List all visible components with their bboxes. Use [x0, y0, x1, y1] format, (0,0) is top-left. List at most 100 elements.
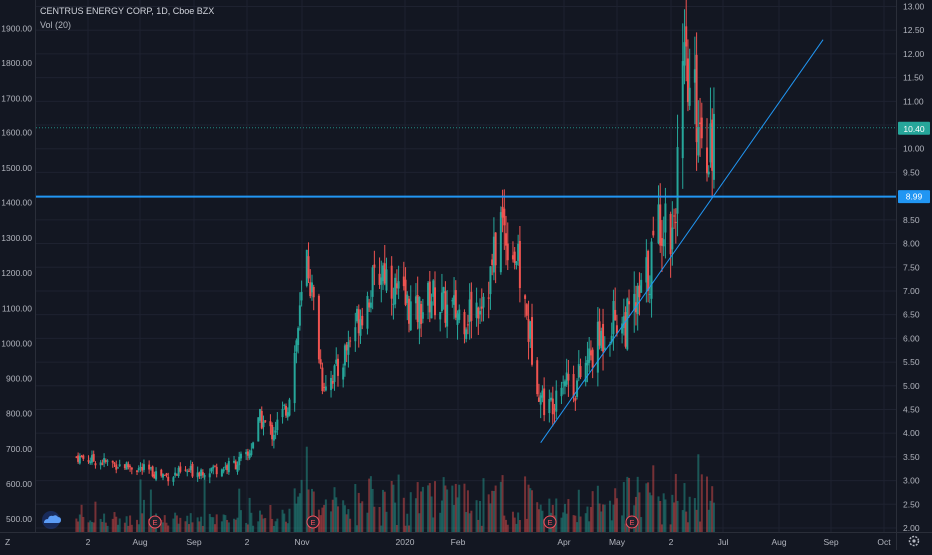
candle-body: [382, 265, 385, 282]
volume-bar: [321, 507, 324, 532]
left-price-axis[interactable]: 1900.00 1800.00 1700.00 1600.00 1500.00 1400.…: [1, 0, 36, 532]
left-axis-label[interactable]: 800.00: [6, 409, 32, 419]
left-axis-label[interactable]: 1300.00: [1, 233, 32, 243]
time-axis-label[interactable]: Sep: [823, 537, 838, 547]
right-axis-label[interactable]: 11.50: [903, 73, 924, 83]
left-axis-label[interactable]: 1800.00: [1, 58, 32, 68]
earnings-marker[interactable]: [625, 515, 639, 529]
volume-bar: [416, 482, 419, 532]
left-axis-label[interactable]: 1100.00: [2, 304, 32, 314]
left-axis-label[interactable]: 1900.00: [1, 24, 32, 34]
volume-bar: [141, 513, 144, 532]
volume-bar: [506, 524, 509, 532]
time-axis-label[interactable]: Aug: [132, 537, 147, 547]
candle-body: [705, 147, 708, 174]
time-axis-label[interactable]: 2: [669, 537, 674, 547]
trend-line[interactable]: [540, 39, 824, 443]
volume-bar: [466, 490, 469, 532]
time-axis-label[interactable]: May: [609, 537, 626, 547]
candle-body: [274, 430, 277, 433]
time-axis-label[interactable]: Feb: [451, 537, 466, 547]
candle-body: [82, 455, 85, 459]
right-axis-label[interactable]: 2.50: [903, 499, 920, 509]
right-axis-label[interactable]: 10.00: [903, 144, 925, 154]
volume-bar: [428, 483, 431, 532]
volume-bar: [634, 496, 637, 532]
candle-body: [685, 26, 688, 47]
right-axis-label[interactable]: 2.00: [903, 523, 920, 533]
volume-bar: [385, 511, 388, 532]
right-axis-label[interactable]: 3.00: [903, 476, 920, 486]
volume-bar: [705, 476, 708, 532]
volume-bar: [612, 504, 615, 532]
volume-indicator-label[interactable]: Vol (20): [40, 20, 72, 30]
right-axis-label[interactable]: 12.00: [903, 49, 925, 59]
left-axis-label[interactable]: 1000.00: [1, 339, 32, 349]
candle-body: [600, 330, 603, 349]
time-axis-label[interactable]: Jul: [718, 537, 729, 547]
right-axis-label[interactable]: 4.00: [903, 428, 920, 438]
gear-icon[interactable]: [908, 535, 920, 547]
right-axis-label[interactable]: 8.50: [903, 215, 920, 225]
time-axis-label[interactable]: Apr: [557, 537, 570, 547]
volume-bar: [248, 497, 251, 532]
volume-bar: [186, 515, 189, 532]
right-axis-label[interactable]: 7.50: [903, 262, 920, 272]
left-axis-label[interactable]: 1400.00: [1, 198, 32, 208]
volume-bar: [310, 488, 313, 532]
time-axis-label[interactable]: 2: [245, 537, 250, 547]
volume-bar: [359, 503, 362, 532]
earnings-marker[interactable]: [543, 515, 557, 529]
candle-body: [349, 340, 352, 342]
volume-bar: [269, 504, 272, 532]
right-axis-label[interactable]: 12.50: [903, 25, 925, 35]
gear-icon-hub: [912, 539, 916, 543]
right-axis-label[interactable]: 6.50: [903, 310, 920, 320]
symbol-title[interactable]: CENTRUS ENERGY CORP, 1D, Cboe BZX: [40, 6, 215, 16]
left-axis-label[interactable]: 1700.00: [1, 94, 32, 104]
left-axis-label[interactable]: 1600.00: [1, 128, 32, 138]
volume-bar: [503, 515, 506, 532]
left-axis-label[interactable]: 1200.00: [1, 268, 32, 278]
left-axis-label[interactable]: 600.00: [6, 479, 32, 489]
volume-bar: [440, 500, 443, 532]
candle-body: [683, 42, 686, 66]
earnings-marker[interactable]: [148, 515, 162, 529]
earnings-marker[interactable]: [306, 515, 320, 529]
right-price-axis[interactable]: 13.0012.5012.0011.5011.0010.5010.009.509…: [896, 0, 931, 550]
left-axis-label[interactable]: 500.00: [6, 514, 32, 524]
right-axis-label[interactable]: 11.00: [903, 96, 924, 106]
right-axis-label[interactable]: 9.50: [903, 167, 920, 177]
right-axis-label[interactable]: 13.00: [903, 2, 925, 12]
volume-bar: [259, 510, 262, 532]
right-axis-label[interactable]: 4.50: [903, 404, 920, 414]
right-axis-label[interactable]: 8.00: [903, 239, 920, 249]
time-axis[interactable]: 2 Aug Sep 2 Nov 2020 Feb Apr May 2 Jul Aug Sep Oct Z: [0, 532, 932, 548]
left-axis-label[interactable]: 1500.00: [1, 163, 32, 173]
candle-body: [203, 474, 206, 478]
candle-body: [347, 341, 350, 355]
time-axis-label[interactable]: Oct: [877, 537, 891, 547]
candle-body: [359, 319, 362, 336]
candle-body: [647, 250, 650, 291]
left-axis-label[interactable]: 900.00: [6, 374, 32, 384]
time-axis-label[interactable]: Nov: [294, 537, 310, 547]
right-axis-label[interactable]: 7.00: [903, 286, 920, 296]
time-axis-label[interactable]: 2: [86, 537, 91, 547]
right-axis-label[interactable]: 5.00: [903, 381, 920, 391]
right-axis-label[interactable]: 5.50: [903, 357, 920, 367]
left-axis-label[interactable]: 700.00: [6, 444, 32, 454]
right-axis-label[interactable]: 3.50: [903, 452, 920, 462]
time-axis-label[interactable]: Aug: [771, 537, 786, 547]
drawing-lines[interactable]: [36, 39, 896, 443]
time-axis-label[interactable]: 2020: [396, 537, 415, 547]
time-axis-label[interactable]: Sep: [186, 537, 201, 547]
candle-body: [610, 335, 613, 343]
timezone-label[interactable]: Z: [5, 537, 10, 547]
right-axis-label[interactable]: 6.00: [903, 333, 920, 343]
candle-body: [111, 460, 114, 463]
volume-bar: [129, 515, 132, 532]
